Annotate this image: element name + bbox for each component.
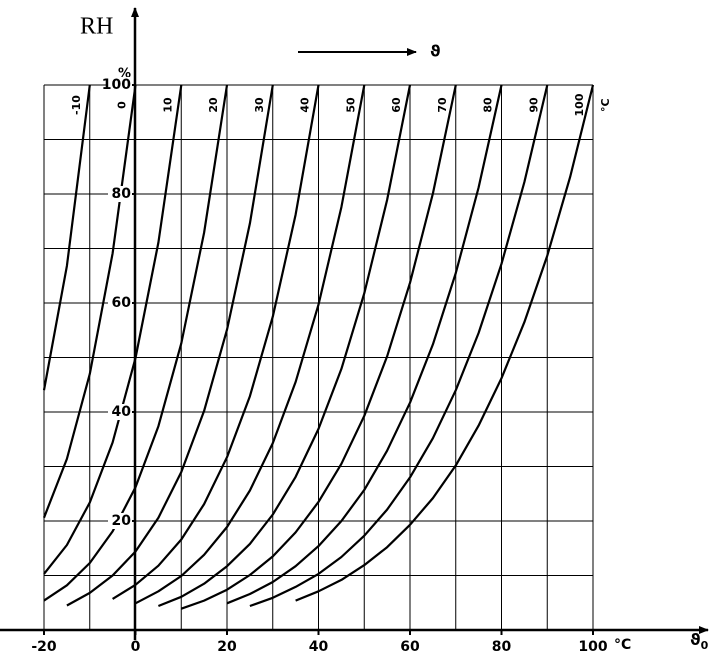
x-tick-label: 100 (578, 639, 607, 655)
x-label: ϑ0 (690, 630, 709, 653)
curve-label: 30 (253, 97, 266, 113)
curve-label: 40 (299, 97, 312, 113)
y-tick-label: 40 (112, 404, 132, 420)
curve (157, 84, 412, 608)
curve-label: 10 (161, 97, 174, 113)
y-tick-label-bg (108, 77, 132, 93)
curve-label: 50 (344, 97, 357, 113)
curve (295, 84, 595, 602)
x-tick-label: 60 (400, 639, 420, 655)
x-tick-label: 80 (492, 639, 512, 655)
y-tick-label-bg (108, 295, 132, 311)
curve-unit: °C (599, 98, 612, 112)
y-tick-label: 80 (112, 186, 132, 202)
curve-label: 60 (390, 97, 403, 113)
curve (66, 84, 274, 607)
curve-label: 0 (116, 101, 129, 109)
x-unit: °C (614, 637, 631, 653)
curve (226, 84, 503, 605)
curve (43, 84, 183, 575)
arrow-label: ϑ (430, 42, 441, 61)
y-tick-label: 100 (102, 77, 131, 93)
curve (249, 84, 549, 608)
curve-label: 80 (482, 97, 495, 113)
curve-label: 100 (573, 93, 586, 116)
curve-label: 20 (207, 97, 220, 113)
curve (180, 84, 457, 610)
x-label-symbol: ϑ (690, 630, 701, 649)
y-tick-label-bg (108, 186, 132, 202)
y-tick-label-bg (108, 513, 132, 529)
y-tick-label: 20 (112, 513, 132, 529)
y-title: RH (80, 14, 113, 40)
x-tick-label: -20 (31, 639, 57, 655)
curve-label: 90 (527, 97, 540, 113)
y-tick-label: 60 (112, 295, 132, 311)
curve (42, 84, 91, 391)
x-label-subscript: 0 (701, 639, 709, 652)
x-tick-label: 40 (309, 639, 329, 655)
y-tick-label-bg (108, 404, 132, 420)
curve (134, 84, 366, 605)
x-tick-label: 0 (131, 639, 141, 655)
x-tick-label: 20 (217, 639, 237, 655)
curve-label: 70 (436, 97, 449, 113)
curve (112, 84, 320, 600)
curve-label: -10 (70, 95, 83, 115)
